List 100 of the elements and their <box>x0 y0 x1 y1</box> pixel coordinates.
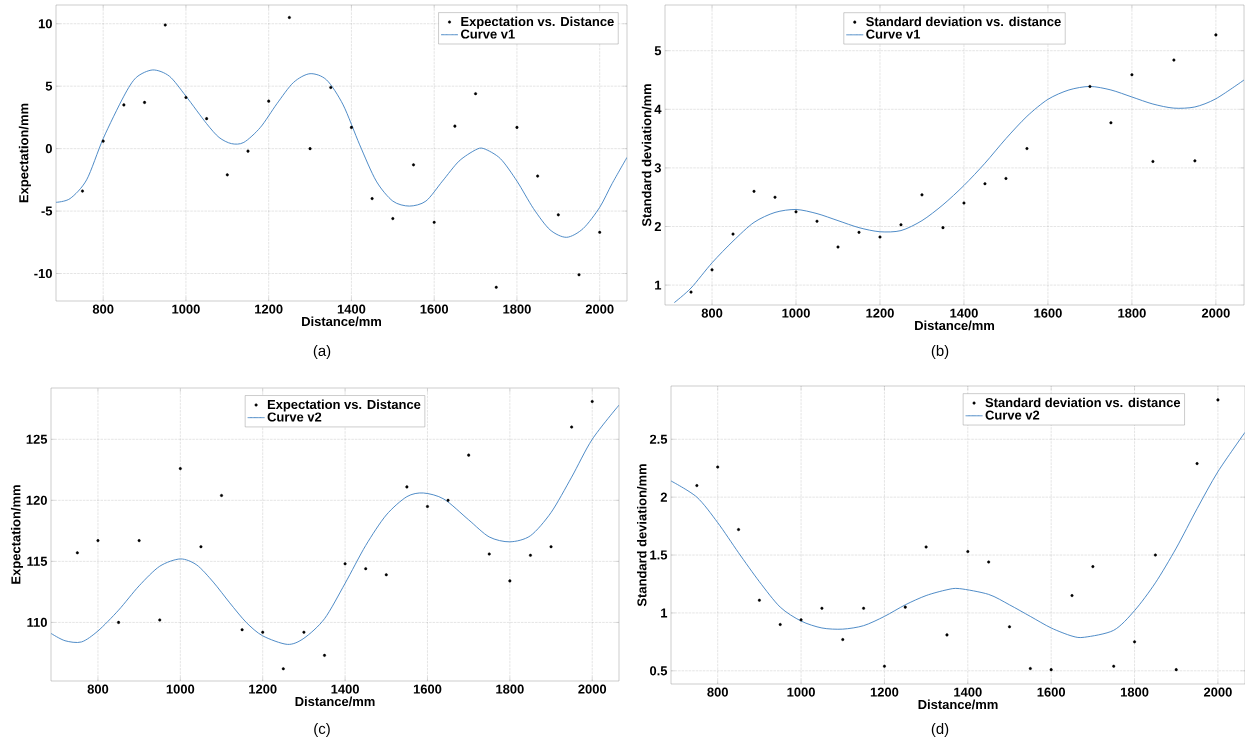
x-tick-label: 1000 <box>782 308 810 318</box>
y-axis-title: Standard deviation/mm <box>636 464 647 607</box>
point <box>794 210 798 214</box>
y-tick-label: 5 <box>45 81 53 91</box>
point <box>836 245 840 249</box>
x-tick-label: 2000 <box>1201 308 1230 318</box>
point <box>1025 147 1029 151</box>
point <box>1133 640 1137 644</box>
point <box>799 618 803 622</box>
point <box>903 605 907 609</box>
point <box>1153 553 1157 557</box>
point <box>1028 666 1032 670</box>
x-tick-label: 1600 <box>1034 308 1062 318</box>
point <box>199 545 203 549</box>
point <box>1216 398 1220 402</box>
point <box>261 630 265 634</box>
point <box>1195 462 1199 466</box>
point <box>384 573 388 577</box>
legend-label: Standard deviation vs. distance <box>985 397 1181 408</box>
y-axis-title: Expectation/mm <box>18 103 31 203</box>
point <box>878 235 882 239</box>
point <box>987 560 991 564</box>
point <box>1007 625 1011 629</box>
point <box>1109 121 1113 125</box>
x-tick-label: 800 <box>87 684 109 694</box>
text: (c) <box>314 723 330 737</box>
x-axis-title: Distance/mm <box>295 696 375 707</box>
point <box>163 23 167 27</box>
point <box>710 268 714 272</box>
point <box>75 551 79 555</box>
point <box>882 664 886 668</box>
x-tick-label: 1400 <box>950 308 978 318</box>
x-tick-label: 1000 <box>166 684 195 694</box>
point <box>962 201 966 205</box>
point <box>137 539 141 543</box>
point <box>536 174 540 178</box>
point <box>329 85 333 89</box>
point <box>308 147 312 151</box>
point <box>841 638 845 642</box>
x-axis-title: Distance/mm <box>302 316 382 327</box>
x-axis-title: Distance/mm <box>918 699 998 710</box>
y-tick-label: 1.5 <box>650 550 668 560</box>
point <box>945 633 949 637</box>
y-axis-title: Standard deviation/mm <box>641 84 652 227</box>
x-tick-label: 1800 <box>503 304 531 314</box>
point <box>1112 664 1116 668</box>
point <box>716 465 720 469</box>
point <box>924 545 928 549</box>
point <box>820 606 824 610</box>
point <box>1130 73 1134 77</box>
x-tick-label: 1200 <box>255 304 283 314</box>
x-tick-label: 800 <box>707 687 728 697</box>
point <box>577 273 581 277</box>
point <box>515 125 519 129</box>
x-tick-label: 1600 <box>1037 687 1066 697</box>
x-tick-label: 800 <box>92 304 114 314</box>
y-tick-label: 125 <box>26 434 48 444</box>
y-tick-label: 115 <box>27 556 48 566</box>
y-tick-label: 2 <box>654 221 661 232</box>
point <box>1091 565 1095 569</box>
point <box>323 653 326 657</box>
point <box>287 15 291 19</box>
point <box>815 219 819 223</box>
point <box>773 195 777 199</box>
point <box>178 467 182 471</box>
point <box>370 197 374 201</box>
x-tick-label: 1800 <box>1118 308 1146 318</box>
y-tick-label: 120 <box>26 495 47 505</box>
point <box>731 232 735 236</box>
x-tick-label: 1600 <box>413 684 442 694</box>
y-tick-label: 5 <box>654 46 662 56</box>
point <box>941 226 945 230</box>
legend-label: Curve v1 <box>866 29 921 39</box>
x-tick-label: 2000 <box>585 304 614 314</box>
point <box>570 425 574 429</box>
point <box>101 139 105 143</box>
x-tick-label: 2000 <box>578 684 607 694</box>
point <box>364 567 368 571</box>
point <box>1174 668 1178 672</box>
line-series <box>673 79 1245 304</box>
point <box>405 485 409 489</box>
point <box>857 230 861 234</box>
x-tick-label: 1800 <box>496 684 524 694</box>
point <box>598 230 602 234</box>
point <box>467 453 471 457</box>
point <box>737 528 741 532</box>
point <box>757 598 761 602</box>
y-tick-label: 2.5 <box>649 434 668 444</box>
x-tick-label: 2000 <box>1203 687 1232 697</box>
point <box>1088 84 1092 88</box>
point <box>143 100 147 104</box>
point <box>1070 594 1074 598</box>
point <box>752 189 756 193</box>
y-tick-label: 110 <box>27 617 47 627</box>
point <box>240 628 244 632</box>
x-tick-label: 1800 <box>1120 687 1149 697</box>
point <box>549 545 553 549</box>
legend-label: Curve v2 <box>985 410 1040 420</box>
y-tick-label: -10 <box>34 268 52 279</box>
point <box>862 606 866 610</box>
